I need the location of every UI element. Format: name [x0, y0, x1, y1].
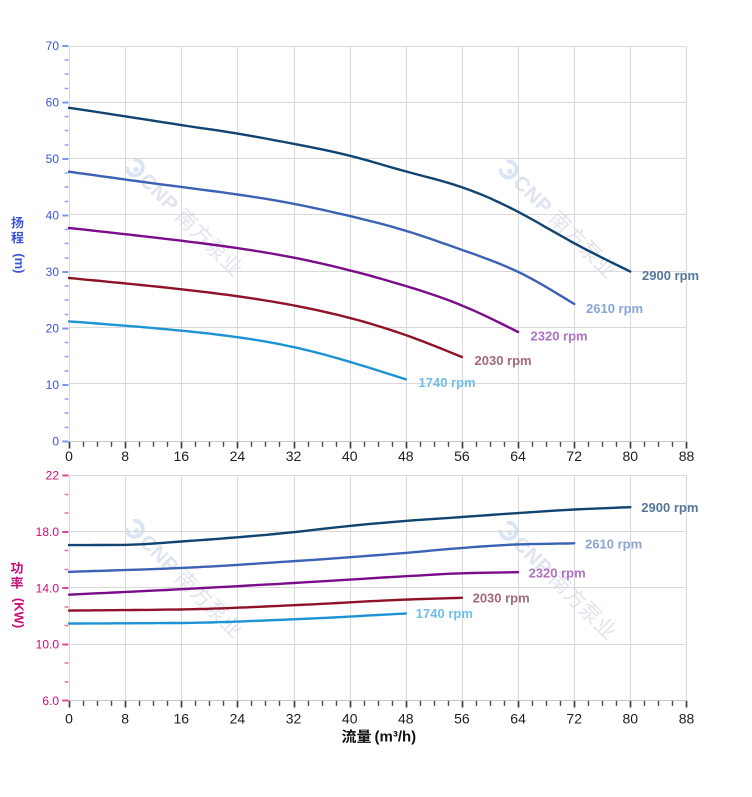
svg-text:48: 48 [398, 711, 414, 727]
svg-text:2610 rpm: 2610 rpm [585, 537, 642, 552]
svg-text:8: 8 [121, 448, 129, 464]
svg-text:20: 20 [46, 322, 60, 336]
svg-text:64: 64 [510, 711, 526, 727]
svg-text:10: 10 [46, 378, 60, 392]
svg-text:48: 48 [398, 448, 414, 464]
svg-text:64: 64 [510, 448, 526, 464]
svg-text:(m): (m) [12, 253, 27, 273]
svg-text:80: 80 [623, 711, 639, 727]
svg-text:22: 22 [46, 469, 60, 483]
svg-text:10.0: 10.0 [36, 638, 60, 652]
svg-text:(m³/h): (m³/h) [375, 728, 417, 745]
svg-text:56: 56 [454, 711, 470, 727]
svg-text:2320 rpm: 2320 rpm [529, 566, 586, 581]
svg-text:40: 40 [342, 711, 358, 727]
svg-text:72: 72 [566, 448, 582, 464]
svg-text:8: 8 [121, 711, 129, 727]
svg-text:80: 80 [623, 448, 639, 464]
svg-text:0: 0 [65, 448, 73, 464]
svg-text:60: 60 [46, 96, 60, 110]
svg-text:24: 24 [230, 711, 246, 727]
svg-text:88: 88 [679, 711, 695, 727]
svg-text:2610 rpm: 2610 rpm [586, 301, 643, 316]
svg-text:40: 40 [342, 448, 358, 464]
svg-text:18.0: 18.0 [36, 525, 60, 539]
svg-text:40: 40 [46, 209, 60, 223]
svg-text:30: 30 [46, 265, 60, 279]
svg-text:24: 24 [230, 448, 246, 464]
svg-text:1740 rpm: 1740 rpm [419, 375, 476, 390]
svg-text:(KW): (KW) [11, 598, 26, 628]
svg-text:70: 70 [46, 39, 60, 53]
svg-text:14.0: 14.0 [36, 581, 60, 595]
svg-text:2320 rpm: 2320 rpm [531, 329, 588, 344]
svg-text:16: 16 [174, 448, 190, 464]
svg-text:0: 0 [65, 711, 73, 727]
svg-text:0: 0 [52, 435, 59, 449]
svg-text:2030 rpm: 2030 rpm [473, 591, 530, 606]
svg-text:2900 rpm: 2900 rpm [642, 268, 699, 283]
svg-text:72: 72 [566, 711, 582, 727]
svg-text:16: 16 [174, 711, 190, 727]
svg-text:1740 rpm: 1740 rpm [416, 606, 473, 621]
svg-text:6.0: 6.0 [42, 694, 59, 708]
svg-text:50: 50 [46, 152, 60, 166]
svg-text:56: 56 [454, 448, 470, 464]
svg-text:2900 rpm: 2900 rpm [641, 500, 698, 515]
svg-text:32: 32 [286, 711, 302, 727]
svg-text:88: 88 [679, 448, 695, 464]
svg-text:2030 rpm: 2030 rpm [475, 353, 532, 368]
svg-text:32: 32 [286, 448, 302, 464]
